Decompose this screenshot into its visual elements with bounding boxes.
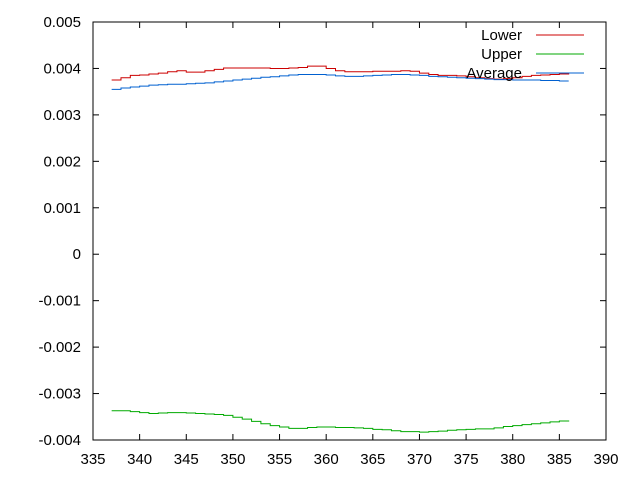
x-tick-label: 350: [220, 451, 245, 468]
x-tick-label: 340: [127, 451, 152, 468]
y-tick-label: 0.001: [43, 200, 81, 217]
y-tick-label: -0.001: [38, 293, 81, 310]
x-tick-label: 390: [593, 451, 618, 468]
series-line-average: [111, 73, 569, 90]
series-lines: [111, 65, 570, 433]
y-tick-label: -0.004: [38, 432, 81, 449]
y-tick-label: -0.002: [38, 339, 81, 356]
y-tick-label: 0: [73, 246, 81, 263]
x-tick-label: 360: [314, 451, 339, 468]
axis-ticks: 335 340 345 350 355 360 365 370 375 380 385 390 0.00…: [38, 14, 618, 468]
series-line-lower: [111, 65, 570, 81]
x-tick-label: 345: [174, 451, 199, 468]
x-tick-label: 370: [407, 451, 432, 468]
legend-label-upper: Upper: [481, 46, 522, 63]
legend-label-lower: Lower: [481, 27, 522, 44]
y-tick-label: 0.002: [43, 153, 81, 170]
x-tick-label: 365: [360, 451, 385, 468]
x-tick-label: 380: [500, 451, 525, 468]
y-tick-label: 0.003: [43, 107, 81, 124]
x-tick-label: 375: [454, 451, 479, 468]
x-tick-label: 335: [80, 451, 105, 468]
x-tick-label: 355: [267, 451, 292, 468]
y-tick-label: -0.003: [38, 386, 81, 403]
plot-frame: [92, 21, 607, 441]
legend: Lower Upper Average: [466, 27, 584, 82]
y-tick-label: 0.004: [43, 60, 81, 77]
y-tick-label: 0.005: [43, 14, 81, 31]
x-tick-label: 385: [547, 451, 572, 468]
series-line-upper: [111, 410, 570, 433]
legend-label-average: Average: [466, 65, 522, 82]
